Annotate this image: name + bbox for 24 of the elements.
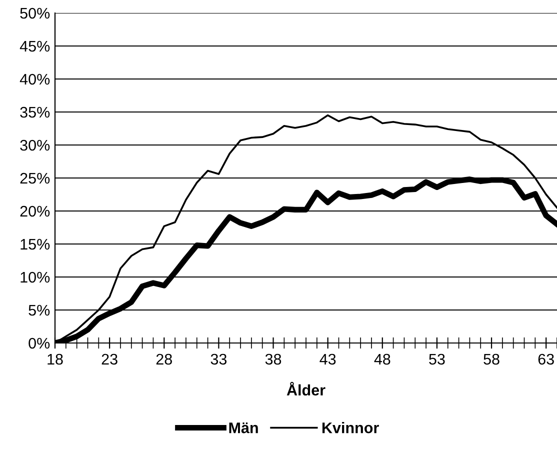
y-tick-label: 25% <box>20 172 50 184</box>
x-tick-label: 63 <box>538 354 554 365</box>
x-tick-label: 28 <box>156 354 172 365</box>
x-tick-label: 53 <box>429 354 445 365</box>
y-tick-label: 20% <box>20 206 50 217</box>
x-tick-label: 23 <box>102 354 118 365</box>
y-tick-label: 35% <box>20 106 50 118</box>
x-tick-label: 43 <box>320 354 336 365</box>
x-tick-label: 58 <box>484 354 500 365</box>
y-tick-label: 40% <box>20 74 50 85</box>
y-tick-label: 10% <box>20 272 50 283</box>
x-tick-label: 38 <box>265 354 282 365</box>
y-tick-label: 50% <box>20 8 50 19</box>
y-tick-label: 0% <box>28 338 50 349</box>
x-tick-label: 33 <box>210 354 227 365</box>
x-tick-label: 48 <box>374 354 390 365</box>
x-axis-title: Ålder <box>286 382 326 396</box>
legend-label: Män <box>229 422 258 434</box>
y-tick-label: 30% <box>20 140 50 151</box>
y-tick-label: 15% <box>20 238 50 250</box>
legend-label: Kvinnor <box>322 422 379 434</box>
y-tick-label: 5% <box>28 304 50 316</box>
x-tick-label: 18 <box>48 354 63 365</box>
y-tick-label: 45% <box>20 40 50 52</box>
